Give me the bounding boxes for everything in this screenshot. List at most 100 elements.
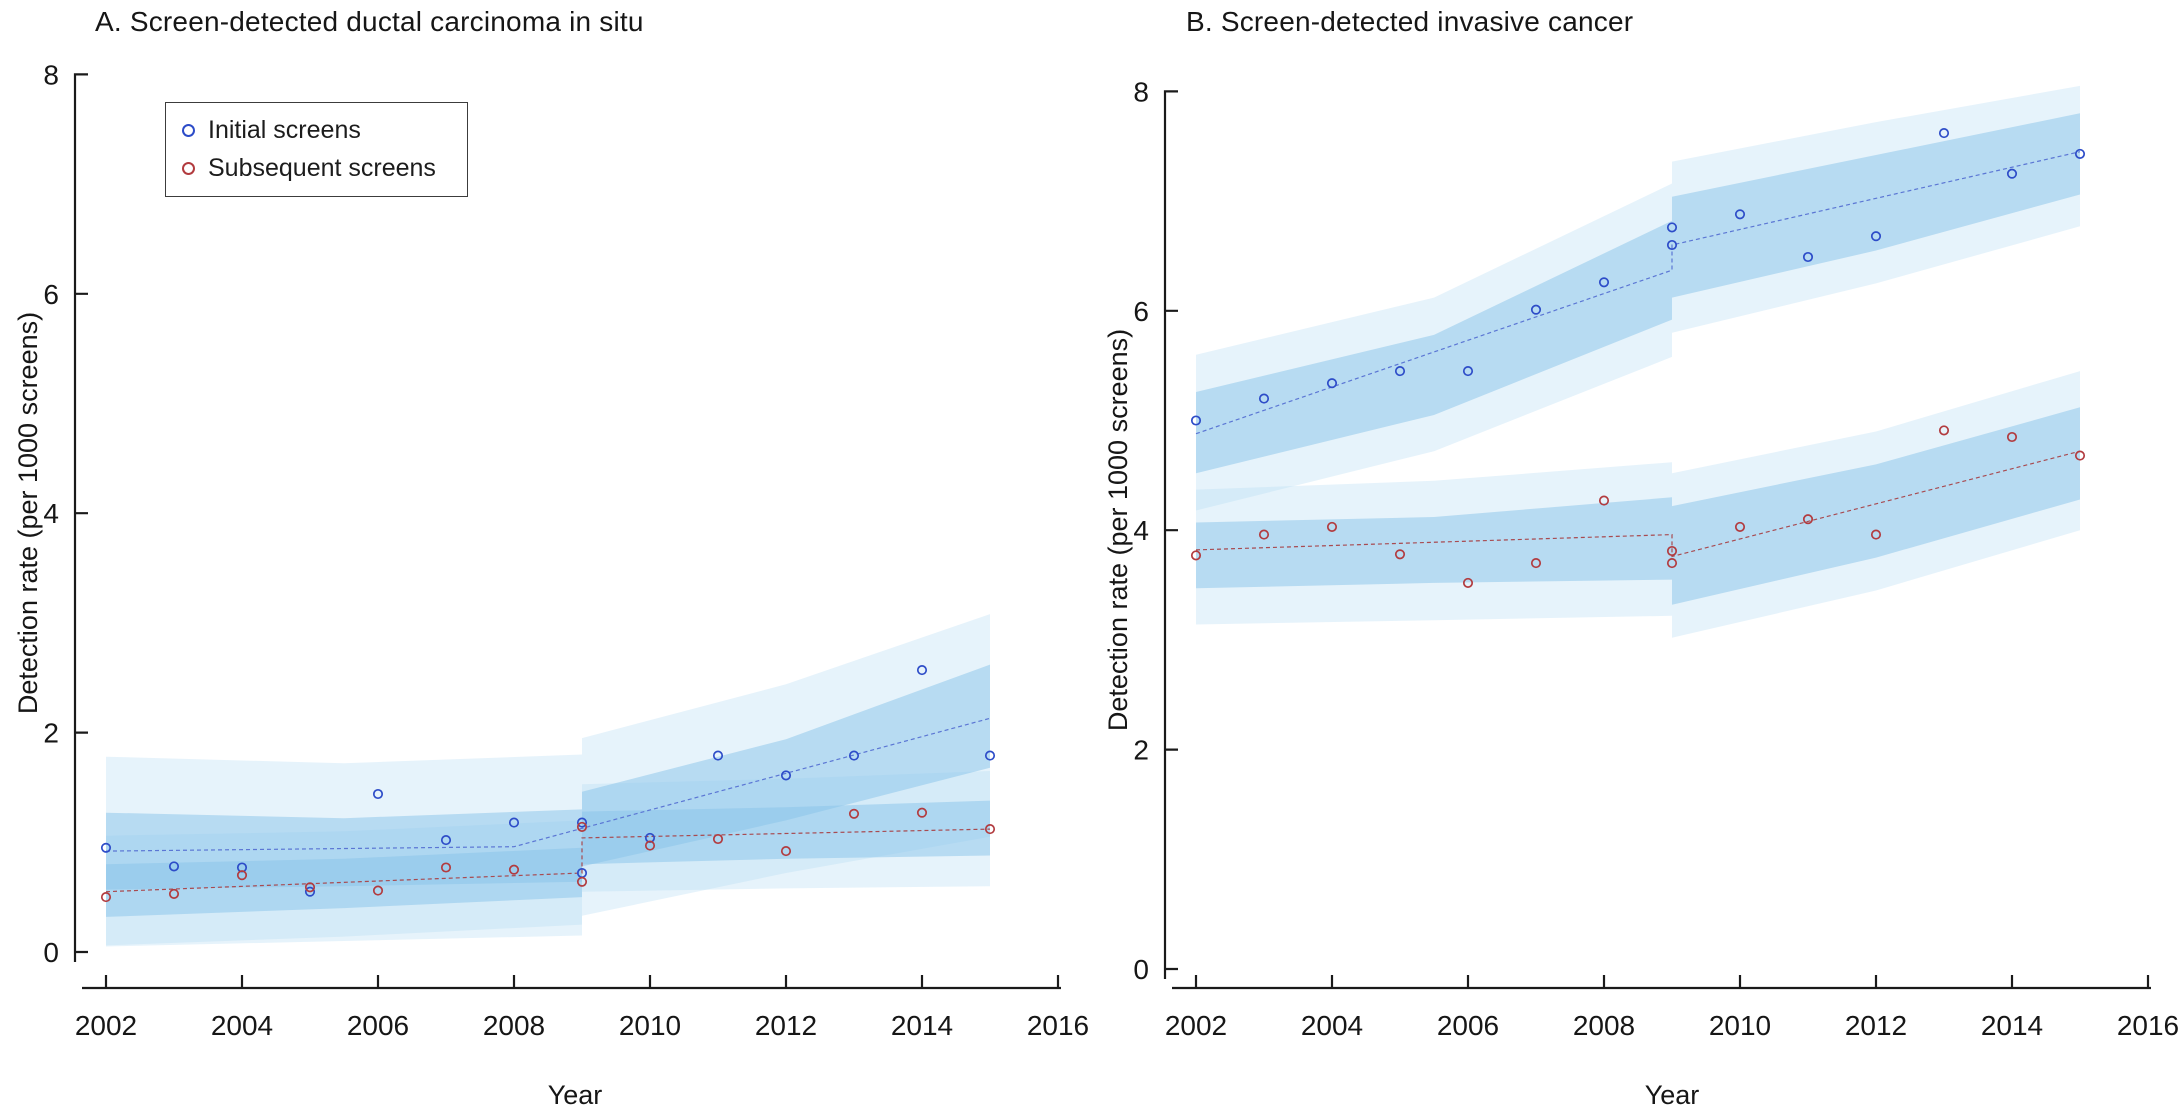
subsequent-data-point <box>1802 514 1814 525</box>
subsequent-data-point <box>780 846 792 857</box>
initial-data-point <box>848 750 860 761</box>
subsequent-data-point <box>372 885 384 896</box>
subsequent-data-point <box>984 824 996 835</box>
y-tick-label: 2 <box>43 718 59 749</box>
initial-data-point <box>1938 128 1950 139</box>
x-tick-label: 2010 <box>619 1010 681 1041</box>
x-tick-label: 2016 <box>2117 1010 2179 1041</box>
subsequent-fit-line <box>1195 450 2081 558</box>
subsequent-data-point <box>576 876 588 887</box>
initial-data-point <box>1802 251 1814 263</box>
initial-data-point <box>1666 222 1678 233</box>
subsequent-data-point <box>1870 529 1882 540</box>
subsequent-data-point <box>1666 545 1678 557</box>
initial-data-point <box>780 770 792 781</box>
initial-data-point <box>508 817 520 828</box>
x-axis <box>82 975 1061 990</box>
subsequent-data-point <box>1190 550 1202 561</box>
x-tick-label: 2004 <box>211 1010 273 1041</box>
panel-a-title: A. Screen-detected ductal carcinoma in s… <box>95 6 644 37</box>
subsequent-screens-marker-icon <box>182 162 195 175</box>
x-tick-label: 2012 <box>755 1010 817 1041</box>
subsequent-inner-band <box>1672 407 2080 605</box>
subsequent-data-point <box>1666 558 1678 569</box>
subsequent-data-point <box>1326 521 1338 532</box>
x-axis <box>1172 975 2151 990</box>
initial-fit-line <box>1195 151 2081 435</box>
x-tick-label: 2012 <box>1845 1010 1907 1041</box>
initial-data-point <box>1462 366 1474 377</box>
y-tick-label: 4 <box>43 498 59 529</box>
legend-label-subsequent: Subsequent screens <box>208 154 436 182</box>
subsequent-data-point <box>1734 521 1746 532</box>
panel-a-x-axis-label: Year <box>547 1080 603 1110</box>
initial-data-point <box>372 788 384 800</box>
initial-data-point <box>984 750 996 761</box>
x-tick-label: 2004 <box>1301 1010 1363 1041</box>
subsequent-data-point <box>508 864 520 875</box>
subsequent-data-point <box>304 882 316 893</box>
panel-b-title: B. Screen-detected invasive cancer <box>1186 6 1634 37</box>
initial-data-point <box>304 886 316 897</box>
x-tick-label: 2008 <box>483 1010 545 1041</box>
subsequent-data-point <box>1462 577 1474 588</box>
subsequent-data-point <box>1394 549 1406 560</box>
y-tick-label: 6 <box>1133 296 1149 327</box>
panel-a-y-axis-label: Detection rate (per 1000 screens) <box>13 311 43 715</box>
initial-data-point <box>1734 209 1746 220</box>
x-tick-label: 2008 <box>1573 1010 1635 1041</box>
initial-data-point <box>1598 277 1610 288</box>
initial-data-point <box>1666 239 1678 251</box>
subsequent-data-point <box>1258 529 1270 540</box>
initial-data-point <box>440 835 452 846</box>
initial-data-point <box>576 817 588 828</box>
subsequent-inner-band <box>582 800 990 865</box>
initial-screens-marker-icon <box>182 124 195 137</box>
legend: Initial screens Subsequent screens <box>165 102 468 197</box>
initial-data-point <box>1870 231 1882 242</box>
subsequent-data-point <box>848 808 860 819</box>
initial-data-point <box>2074 148 2086 159</box>
legend-item-subsequent: Subsequent screens <box>182 154 451 183</box>
x-tick-label: 2002 <box>1165 1010 1227 1041</box>
x-tick-label: 2016 <box>1027 1010 1089 1041</box>
y-axis <box>73 73 88 962</box>
panel-b-x-axis-label: Year <box>1644 1080 1700 1110</box>
panel-A: 0 2 4 6 8 2002 2004 2006 2008 2010 2012 2014 2016 <box>43 59 1089 1041</box>
initial-data-point <box>1190 415 1202 426</box>
initial-fit-line <box>105 717 991 852</box>
subsequent-data-point <box>2074 450 2086 461</box>
subsequent-data-point <box>100 892 112 903</box>
x-tick-label: 2002 <box>75 1010 137 1041</box>
initial-data-point <box>1326 378 1338 389</box>
x-tick-label: 2010 <box>1709 1010 1771 1041</box>
x-tick-label: 2014 <box>1981 1010 2043 1041</box>
subsequent-data-point <box>168 888 180 899</box>
initial-data-point <box>1530 304 1542 315</box>
x-tick-label: 2014 <box>891 1010 953 1041</box>
subsequent-data-point <box>2006 431 2018 443</box>
y-tick-label: 0 <box>1133 954 1149 985</box>
y-axis <box>1163 90 1178 979</box>
subsequent-data-point <box>712 833 724 845</box>
initial-data-point <box>1258 393 1270 404</box>
x-tick-label: 2006 <box>347 1010 409 1041</box>
subsequent-data-point <box>644 840 656 851</box>
initial-inner-band <box>1196 220 1672 474</box>
initial-data-point <box>100 842 112 853</box>
subsequent-data-point <box>1530 558 1542 569</box>
subsequent-data-point <box>236 870 248 881</box>
initial-data-point <box>2006 168 2018 179</box>
subsequent-data-point <box>1938 425 1950 436</box>
panel-B: 0 2 4 6 8 2002 2004 2006 2008 2010 2012 2014 2016 <box>1133 76 2179 1041</box>
legend-label-initial: Initial screens <box>208 116 361 144</box>
subsequent-data-point <box>576 821 588 832</box>
initial-inner-band <box>1672 113 2080 298</box>
initial-data-point <box>168 861 180 872</box>
subsequent-data-point <box>1598 495 1610 506</box>
y-tick-label: 6 <box>43 279 59 310</box>
initial-data-point <box>712 750 724 761</box>
y-tick-label: 8 <box>43 59 59 90</box>
